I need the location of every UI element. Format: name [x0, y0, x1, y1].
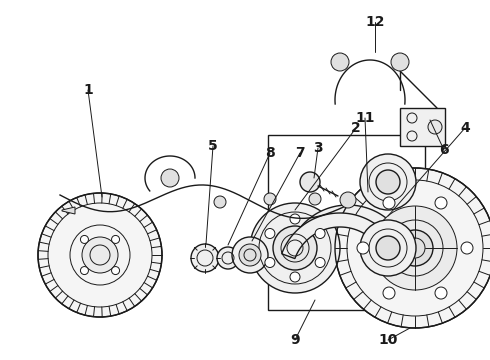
Text: 4: 4 — [460, 121, 470, 135]
Bar — [400, 108, 445, 146]
Circle shape — [112, 266, 120, 275]
Circle shape — [435, 197, 447, 209]
Text: 6: 6 — [439, 143, 449, 157]
Circle shape — [309, 193, 321, 205]
Circle shape — [80, 266, 88, 275]
Circle shape — [82, 237, 118, 273]
Circle shape — [376, 236, 400, 260]
Circle shape — [191, 244, 219, 272]
Circle shape — [315, 229, 325, 238]
Text: 11: 11 — [355, 111, 375, 125]
Circle shape — [232, 237, 268, 273]
Polygon shape — [268, 135, 425, 310]
Circle shape — [300, 172, 320, 192]
Text: 10: 10 — [378, 333, 398, 347]
Text: 7: 7 — [295, 146, 305, 160]
Circle shape — [290, 272, 300, 282]
Text: 3: 3 — [313, 141, 323, 155]
Circle shape — [461, 242, 473, 254]
Circle shape — [264, 193, 276, 205]
Text: 5: 5 — [208, 139, 218, 153]
Circle shape — [80, 235, 88, 243]
Circle shape — [335, 168, 490, 328]
Circle shape — [214, 196, 226, 208]
Polygon shape — [297, 205, 410, 263]
Polygon shape — [282, 213, 398, 258]
Circle shape — [357, 242, 369, 254]
Text: 1: 1 — [83, 83, 93, 97]
Circle shape — [273, 226, 317, 270]
Polygon shape — [62, 207, 75, 214]
Circle shape — [265, 229, 275, 238]
Circle shape — [383, 197, 395, 209]
Text: 2: 2 — [351, 121, 361, 135]
Circle shape — [435, 287, 447, 299]
Circle shape — [239, 244, 261, 266]
Circle shape — [331, 53, 349, 71]
Circle shape — [315, 257, 325, 267]
Circle shape — [217, 247, 239, 269]
Circle shape — [376, 170, 400, 194]
Circle shape — [391, 53, 409, 71]
Circle shape — [383, 287, 395, 299]
Circle shape — [373, 206, 457, 290]
Circle shape — [428, 120, 442, 134]
Circle shape — [397, 230, 433, 266]
Circle shape — [360, 220, 416, 276]
Circle shape — [265, 257, 275, 267]
Circle shape — [360, 154, 416, 210]
Text: 8: 8 — [265, 146, 275, 160]
Circle shape — [340, 192, 356, 208]
Text: 12: 12 — [365, 15, 385, 29]
Circle shape — [250, 203, 340, 293]
Circle shape — [290, 214, 300, 224]
Circle shape — [38, 193, 162, 317]
Circle shape — [112, 235, 120, 243]
Text: 9: 9 — [290, 333, 300, 347]
Circle shape — [161, 169, 179, 187]
